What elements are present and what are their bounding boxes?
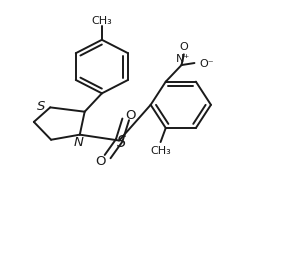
Text: O⁻: O⁻ bbox=[200, 59, 214, 69]
Text: O: O bbox=[179, 41, 188, 51]
Text: O: O bbox=[126, 109, 136, 122]
Text: N: N bbox=[73, 136, 83, 149]
Text: N⁺: N⁺ bbox=[176, 53, 190, 63]
Text: S: S bbox=[117, 135, 126, 150]
Text: CH₃: CH₃ bbox=[150, 145, 171, 155]
Text: CH₃: CH₃ bbox=[92, 15, 112, 25]
Text: S: S bbox=[37, 100, 45, 112]
Text: O: O bbox=[95, 154, 106, 167]
